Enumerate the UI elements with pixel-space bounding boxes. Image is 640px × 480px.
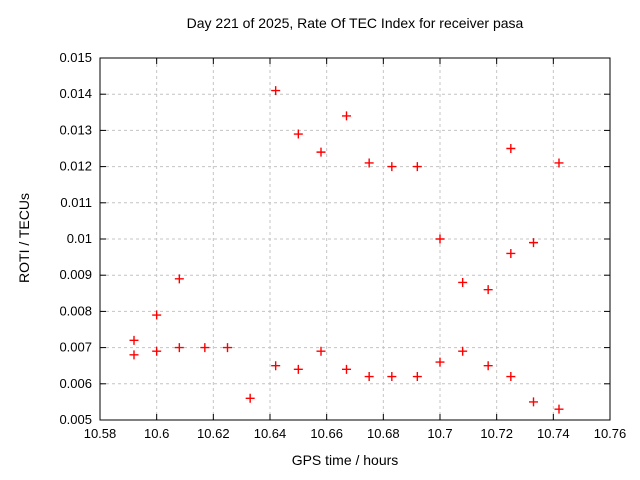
data-point-marker [529,397,538,407]
y-tick-label: 0.015 [59,50,92,65]
data-point-marker [412,162,422,172]
x-tick-label: 10.66 [310,426,343,441]
x-tick-label: 10.62 [197,426,230,441]
data-point-marker [223,343,232,353]
x-tick-label: 10.6 [144,426,169,441]
data-point-marker [506,248,516,258]
data-point-marker [152,310,162,320]
x-tick-label: 10.58 [84,426,117,441]
data-point-marker [387,162,397,172]
data-point-marker [152,346,162,356]
x-tick-label: 10.72 [480,426,513,441]
data-point-marker [245,393,255,403]
y-tick-label: 0.005 [59,412,92,427]
data-point-marker [435,357,445,367]
y-tick-label: 0.013 [59,122,92,137]
data-point-marker [435,234,445,244]
chart-title: Day 221 of 2025, Rate Of TEC Index for r… [186,15,524,31]
y-tick-label: 0.006 [59,376,92,391]
data-point-marker [293,364,303,374]
data-point-marker [316,346,326,356]
y-tick-label: 0.014 [59,86,92,101]
data-point-marker [364,158,374,168]
data-point-marker [342,364,351,374]
x-tick-label: 10.7 [427,426,452,441]
data-point-marker [529,238,538,248]
data-point-marker [293,129,303,139]
x-tick-label: 10.68 [367,426,400,441]
data-point-marker [387,372,397,382]
x-axis-label: GPS time / hours [291,452,399,468]
data-point-marker [412,372,422,382]
data-point-marker [129,335,139,345]
y-tick-label: 0.011 [60,195,92,210]
x-tick-label: 10.76 [594,426,627,441]
data-point-marker [174,274,184,284]
y-tick-label: 0.009 [59,267,92,282]
data-point-marker [506,372,516,382]
data-point-marker [458,277,468,287]
y-tick-label: 0.012 [59,159,92,174]
y-tick-label: 0.01 [67,231,92,246]
data-point-marker [200,343,210,353]
y-tick-label: 0.007 [59,340,92,355]
y-tick-label: 0.008 [59,303,92,318]
data-point-marker [271,86,281,96]
data-point-marker [129,350,139,360]
data-point-marker [174,343,184,353]
data-point-marker [316,147,326,157]
plot-border [99,57,611,421]
data-point-marker [342,111,351,121]
x-tick-label: 10.64 [254,426,287,441]
data-point-marker [483,285,493,295]
data-point-marker [271,361,281,371]
x-tick-label: 10.74 [537,426,570,441]
data-point-marker [364,372,374,382]
data-point-marker [554,158,564,168]
data-point-marker [483,361,493,371]
data-point-marker [458,346,468,356]
data-point-marker [506,144,516,153]
data-point-marker [554,404,564,414]
